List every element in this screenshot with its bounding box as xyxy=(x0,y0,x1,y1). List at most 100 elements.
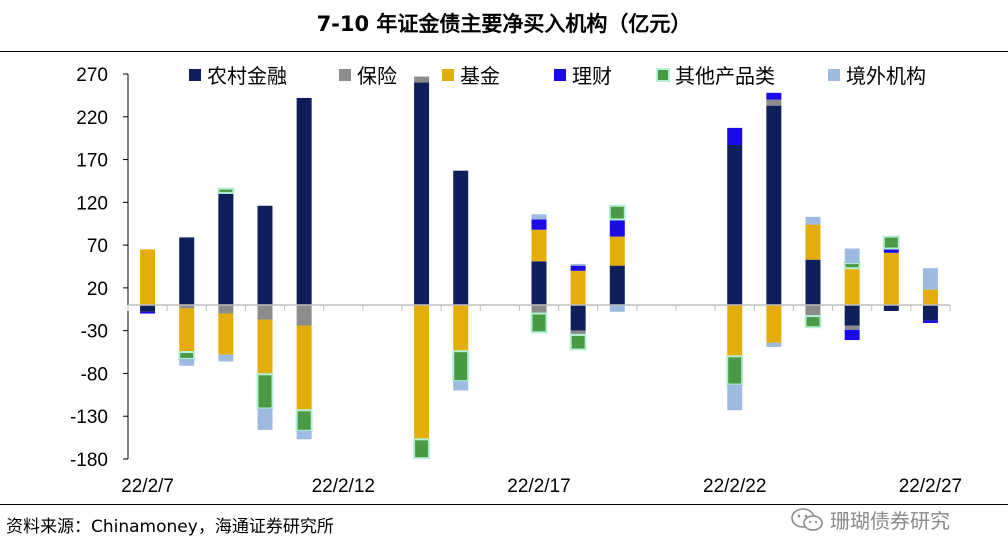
bar-segment xyxy=(414,82,430,305)
footer-divider xyxy=(0,504,1008,505)
wechat-icon xyxy=(791,507,823,531)
bar-segment xyxy=(570,263,586,266)
legend-label: 其他产品类 xyxy=(675,64,775,88)
bar-segment xyxy=(844,268,860,305)
legend-swatch xyxy=(189,69,201,81)
bar-segment xyxy=(257,305,273,320)
y-tick-label: -30 xyxy=(81,322,108,343)
bar-segment xyxy=(922,320,938,323)
y-tick-label: -180 xyxy=(70,450,108,471)
bar-segment xyxy=(609,236,625,266)
bar-segment xyxy=(883,305,899,311)
bar-segment xyxy=(727,384,743,411)
bar-segment xyxy=(179,358,195,366)
bar-segment xyxy=(296,325,312,411)
x-tick-label: 22/2/22 xyxy=(703,476,766,497)
bar-segment xyxy=(295,409,313,432)
bar-segment xyxy=(531,305,547,314)
bar-segment xyxy=(296,430,312,440)
bar-segment xyxy=(727,127,743,146)
bar-segment xyxy=(414,76,430,83)
bar-segment xyxy=(844,248,860,264)
legend-label: 保险 xyxy=(357,64,397,88)
y-tick-label: 120 xyxy=(76,193,108,214)
bar-segment xyxy=(922,268,938,290)
bar-segment xyxy=(727,145,743,305)
x-tick-label: 22/2/7 xyxy=(121,476,174,497)
bar-segment xyxy=(256,373,274,410)
source-note: 资料来源：Chinamoney，海通证券研究所 xyxy=(6,517,334,537)
bar-segment xyxy=(570,270,586,305)
x-tick-label: 22/2/12 xyxy=(312,476,375,497)
bar-segment xyxy=(844,329,860,341)
bar-segment xyxy=(766,99,782,106)
bar-segment xyxy=(609,305,625,312)
bar-segment xyxy=(805,305,821,317)
bar-segment xyxy=(766,92,782,100)
bar-segment xyxy=(413,438,431,460)
bar-segment xyxy=(804,315,822,329)
bar-segment xyxy=(531,229,547,262)
bar-segment xyxy=(609,265,625,305)
legend-label: 境外机构 xyxy=(846,64,926,88)
watermark: 珊瑚债券研究 xyxy=(790,505,950,534)
bar-segment xyxy=(178,351,196,360)
bar-segment xyxy=(569,333,587,351)
bar-segment xyxy=(257,408,273,430)
bar-segment xyxy=(570,265,586,271)
y-tick-label: -130 xyxy=(70,407,108,428)
y-tick-label: 270 xyxy=(76,65,108,86)
legend-label: 农村金融 xyxy=(207,64,287,88)
bar-segment xyxy=(883,252,899,305)
x-tick-label: 22/2/17 xyxy=(507,476,570,497)
bar-segment xyxy=(257,319,273,375)
bar-segment xyxy=(882,235,900,250)
bar-segment xyxy=(257,205,273,305)
bar-segment xyxy=(296,97,312,305)
x-tick-label: 22/2/27 xyxy=(899,476,962,497)
legend-swatch xyxy=(554,69,566,81)
bar-segment xyxy=(805,259,821,305)
y-tick-label: 70 xyxy=(87,236,108,257)
legend-swatch xyxy=(828,69,840,81)
bar-segment xyxy=(453,305,469,352)
bar-segment xyxy=(805,216,821,225)
legend-label: 基金 xyxy=(460,64,500,88)
watermark-text: 珊瑚债券研究 xyxy=(830,509,950,533)
legend-label: 理财 xyxy=(572,64,612,88)
bar-segment xyxy=(883,248,899,253)
bar-segment xyxy=(179,305,195,309)
bar-segment xyxy=(218,354,234,362)
bar-segment xyxy=(531,214,547,220)
bar-segment xyxy=(296,305,312,326)
legend-swatch xyxy=(656,68,670,82)
y-tick-label: 170 xyxy=(76,151,108,172)
bar-segment xyxy=(922,289,938,305)
bar-segment xyxy=(844,325,860,330)
bar-segment xyxy=(726,355,744,386)
legend-swatch xyxy=(442,69,454,81)
bar-segment xyxy=(530,312,548,334)
bar-segment xyxy=(570,330,586,335)
bar-segment xyxy=(531,261,547,305)
bar-segment xyxy=(843,262,861,270)
bar-segment xyxy=(766,342,782,347)
bar-segment xyxy=(218,192,234,305)
bar-segment xyxy=(140,311,156,314)
bar-segment xyxy=(609,219,625,237)
bar-segment xyxy=(922,305,938,321)
bar-segment xyxy=(766,305,782,343)
bar-segment xyxy=(805,224,821,260)
bar-segment xyxy=(453,170,469,305)
bar-segment xyxy=(218,313,234,355)
bar-segment xyxy=(844,305,860,326)
y-tick-label: 220 xyxy=(76,108,108,129)
bar-segment xyxy=(531,219,547,230)
chart-title: 7-10 年证金债主要净买入机构（亿元） xyxy=(0,0,1008,52)
bar-segment xyxy=(179,308,195,353)
bar-segment xyxy=(608,204,626,221)
bar-segment xyxy=(453,381,469,391)
bar-segment xyxy=(570,305,586,331)
y-tick-label: -80 xyxy=(81,364,108,385)
bar-segment xyxy=(727,305,743,357)
